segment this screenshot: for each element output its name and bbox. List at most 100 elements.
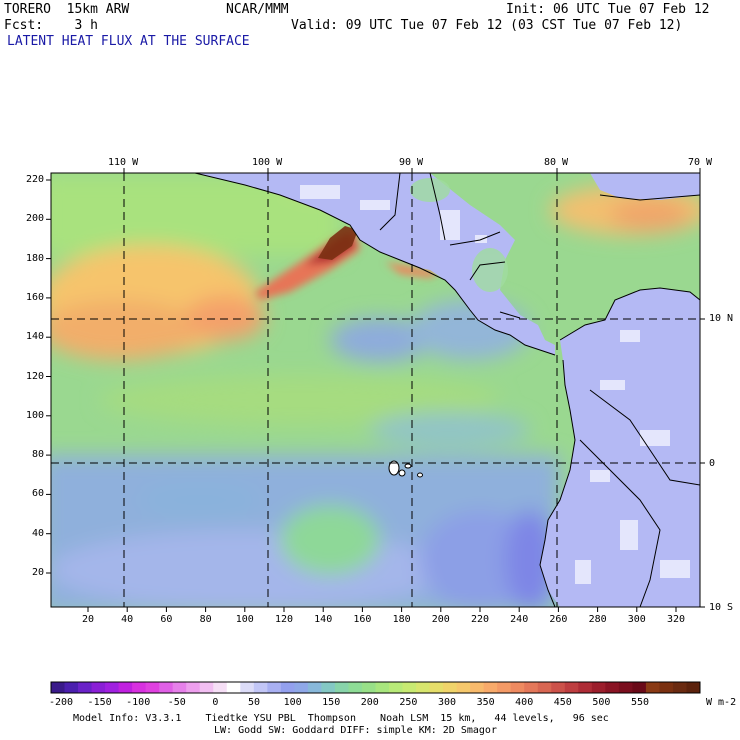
colorbar-label: -100 xyxy=(126,697,151,708)
colorbar-swatch xyxy=(159,682,174,693)
colorbar-swatch xyxy=(105,682,120,693)
colorbar-swatch xyxy=(402,682,417,693)
y-tick-label: 140 xyxy=(25,331,44,343)
x-tick-label: 100 xyxy=(235,614,254,625)
colorbar-swatch xyxy=(51,682,66,693)
colorbar-swatch xyxy=(348,682,363,693)
colorbar-swatch xyxy=(443,682,458,693)
model-info-line2: LW: Godd SW: Goddard DIFF: simple KM: 2D… xyxy=(214,725,497,736)
lon-label-80w: 80 W xyxy=(544,157,569,168)
colorbar-swatch xyxy=(240,682,255,693)
field-title: LATENT HEAT FLUX AT THE SURFACE xyxy=(7,34,250,49)
init-time: Init: 06 UTC Tue 07 Feb 12 xyxy=(506,2,710,17)
y-tick-label: 180 xyxy=(25,252,44,264)
x-tick-label: 60 xyxy=(160,614,173,625)
colorbar-swatch xyxy=(186,682,201,693)
lon-label-110w: 110 W xyxy=(108,157,139,168)
colorbar-swatch xyxy=(253,682,268,693)
colorbar-swatch xyxy=(226,682,241,693)
colorbar-label: 550 xyxy=(630,697,650,708)
colorbar-swatch xyxy=(483,682,498,693)
colorbar-swatch xyxy=(334,682,349,693)
organization-label: NCAR/MMM xyxy=(226,2,289,17)
colorbar-swatch xyxy=(578,682,593,693)
colorbar-swatch xyxy=(132,682,147,693)
latent-heat-flux-field xyxy=(51,173,700,607)
colorbar-swatch xyxy=(537,682,552,693)
colorbar-swatch xyxy=(429,682,444,693)
colorbar-label: 0 xyxy=(212,697,219,708)
x-tick-label: 220 xyxy=(470,614,490,625)
colorbar-swatch xyxy=(672,682,687,693)
colorbar-swatch xyxy=(307,682,322,693)
x-tick-label: 280 xyxy=(588,614,607,625)
colorbar-swatch xyxy=(294,682,309,693)
x-tick-label: 200 xyxy=(431,614,450,625)
colorbar-swatch xyxy=(632,682,647,693)
model-info-line1: Model Info: V3.3.1 Tiedtke YSU PBL Thomp… xyxy=(73,713,609,724)
colorbar xyxy=(51,682,701,693)
x-tick-label: 160 xyxy=(353,614,372,625)
y-tick-label: 200 xyxy=(25,213,44,225)
colorbar-swatch xyxy=(497,682,512,693)
x-tick-label: 180 xyxy=(392,614,411,625)
colorbar-label: 100 xyxy=(283,697,302,708)
x-tick-label: 40 xyxy=(121,614,134,625)
colorbar-label: -50 xyxy=(167,697,186,708)
colorbar-swatch xyxy=(91,682,106,693)
x-tick-label: 320 xyxy=(666,614,686,625)
valid-time: Valid: 09 UTC Tue 07 Feb 12 (03 CST Tue … xyxy=(291,18,683,33)
colorbar-swatch xyxy=(659,682,674,693)
colorbar-label: -200 xyxy=(48,697,74,708)
colorbar-label: 500 xyxy=(592,697,611,708)
colorbar-label: 150 xyxy=(322,697,341,708)
colorbar-label: 50 xyxy=(247,697,261,708)
colorbar-label: 350 xyxy=(476,697,495,708)
colorbar-swatch xyxy=(145,682,160,693)
lat-label-10s: 10 S xyxy=(709,602,734,613)
map-frame xyxy=(50,172,701,608)
y-tick-label: 100 xyxy=(25,409,44,421)
colorbar-swatch xyxy=(618,682,633,693)
lon-label-70w: 70 W xyxy=(688,157,713,168)
colorbar-label: 200 xyxy=(360,697,379,708)
colorbar-swatch xyxy=(78,682,93,693)
colorbar-label: 450 xyxy=(553,697,572,708)
colorbar-units: W m-2 xyxy=(706,697,737,708)
x-tick-label: 80 xyxy=(199,614,212,625)
colorbar-swatch xyxy=(564,682,579,693)
colorbar-swatch xyxy=(524,682,539,693)
colorbar-swatch xyxy=(551,682,566,693)
y-tick-label: 160 xyxy=(25,291,44,303)
colorbar-swatch xyxy=(605,682,620,693)
colorbar-swatch xyxy=(118,682,133,693)
colorbar-swatch xyxy=(375,682,390,693)
y-tick-label: 40 xyxy=(31,527,44,539)
colorbar-swatch xyxy=(321,682,336,693)
colorbar-swatch xyxy=(645,682,660,693)
colorbar-label: -150 xyxy=(87,697,112,708)
y-tick-label: 20 xyxy=(31,567,44,578)
lon-label-100w: 100 W xyxy=(252,157,283,168)
colorbar-label: 250 xyxy=(399,697,418,708)
colorbar-swatch xyxy=(213,682,228,693)
colorbar-swatch xyxy=(470,682,485,693)
x-tick-label: 260 xyxy=(549,614,568,625)
y-tick-label: 220 xyxy=(25,174,44,185)
colorbar-swatch xyxy=(64,682,79,693)
x-tick-label: 140 xyxy=(314,614,333,625)
colorbar-swatch xyxy=(591,682,606,693)
y-tick-label: 60 xyxy=(31,488,44,500)
colorbar-swatch xyxy=(172,682,187,693)
colorbar-label: 300 xyxy=(437,697,457,708)
y-tick-label: 120 xyxy=(25,370,44,382)
x-tick-label: 120 xyxy=(274,614,294,625)
lon-label-90w: 90 W xyxy=(399,157,424,168)
x-tick-label: 20 xyxy=(81,614,95,625)
colorbar-label: 400 xyxy=(515,697,534,708)
colorbar-swatch xyxy=(456,682,471,693)
colorbar-swatch xyxy=(416,682,431,693)
colorbar-swatch xyxy=(267,682,282,693)
colorbar-swatch xyxy=(686,682,701,693)
